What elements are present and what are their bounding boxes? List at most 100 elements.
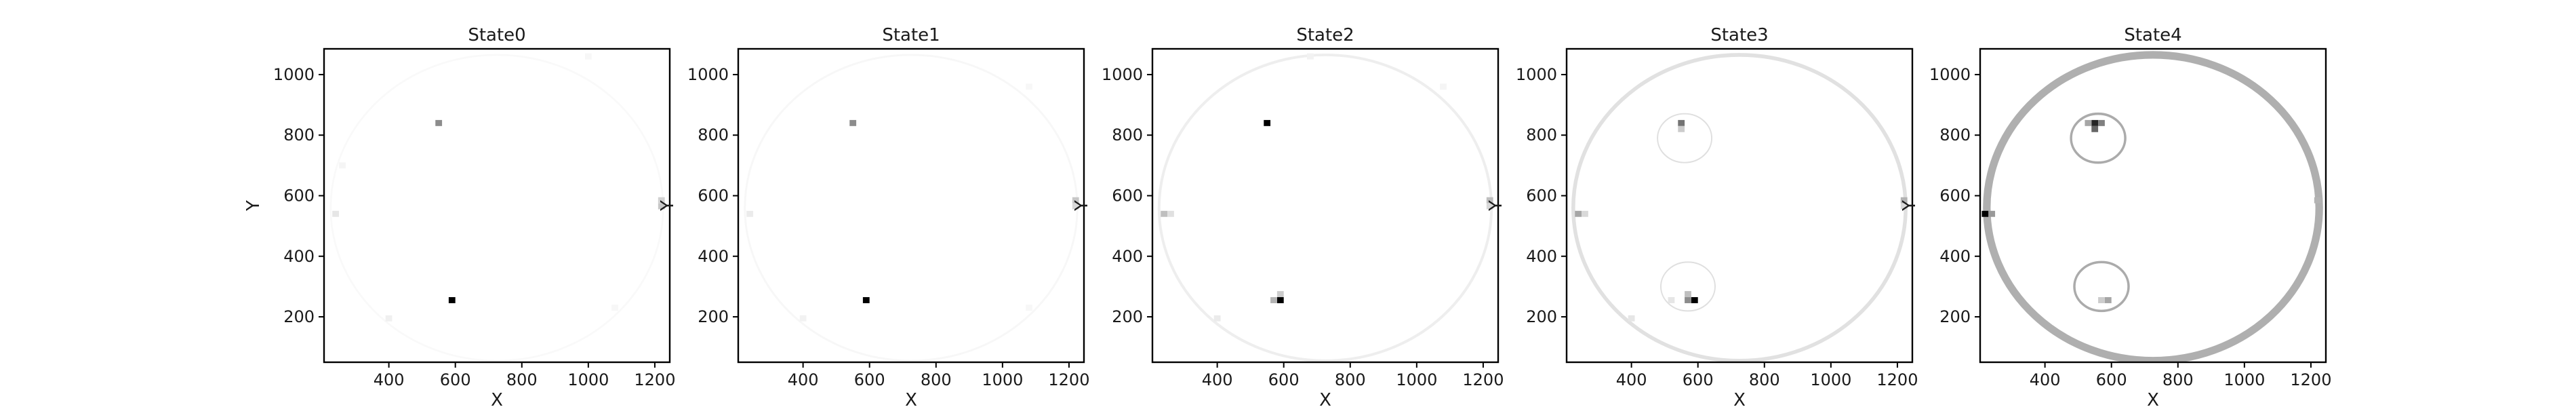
heat-cell — [849, 119, 857, 126]
panel-title: State1 — [882, 25, 940, 45]
y-tick-label: 400 — [698, 247, 729, 266]
axes-frame — [323, 47, 671, 364]
y-axis-label: Y — [1072, 200, 1092, 212]
y-tick-label: 600 — [1112, 186, 1143, 205]
panel-title: State4 — [2124, 25, 2181, 45]
swirl-upper — [2070, 112, 2127, 164]
x-tick-label: 1000 — [982, 370, 1023, 389]
heat-cell — [1276, 291, 1284, 298]
heat-cell — [2091, 119, 2099, 126]
heat-cell — [2314, 197, 2321, 204]
heat-cell — [1678, 119, 1685, 126]
x-tick-label: 1200 — [1462, 370, 1504, 389]
heat-cell — [862, 297, 870, 303]
y-tick-label: 1000 — [1516, 65, 1557, 84]
heat-cell — [1486, 203, 1493, 210]
heat-cell — [435, 119, 443, 126]
swirl-upper — [1657, 113, 1713, 163]
y-tick-label: 200 — [283, 307, 315, 326]
x-tick-label: 1000 — [2223, 370, 2265, 389]
ring-density — [329, 54, 664, 362]
heat-cell — [1981, 210, 1989, 217]
heat-cell — [1026, 305, 1032, 311]
heat-cell — [1685, 291, 1691, 298]
x-axis-label: X — [2147, 390, 2159, 407]
y-tick-label: 400 — [1112, 247, 1143, 266]
plot-area — [1981, 51, 2323, 362]
heat-cell — [2104, 297, 2112, 303]
heat-cell — [1691, 297, 1698, 303]
heat-cell — [1072, 197, 1079, 204]
swirl-lower — [2073, 260, 2130, 313]
y-tick-label: 800 — [283, 125, 315, 144]
x-tick-label: 800 — [1749, 370, 1780, 389]
y-tick-label: 400 — [1939, 247, 1971, 266]
x-tick-label: 600 — [1683, 370, 1714, 389]
heat-cell — [1685, 297, 1691, 303]
ring-density — [1983, 51, 2323, 362]
heat-cell — [1575, 210, 1582, 217]
axes-frame — [1565, 47, 1914, 364]
y-tick-label: 1000 — [1102, 65, 1143, 84]
plot-area — [1157, 53, 1493, 362]
heat-cell — [332, 210, 340, 217]
x-axis-label: X — [491, 390, 503, 407]
heat-cell — [2091, 125, 2099, 132]
axes-frame — [1979, 47, 2327, 364]
y-tick-label: 800 — [698, 125, 729, 144]
x-axis-label: X — [1319, 390, 1331, 407]
ring-density — [1157, 53, 1493, 362]
x-tick-label: 400 — [788, 370, 819, 389]
heat-cell — [658, 203, 665, 210]
x-tick-label: 1200 — [1876, 370, 1918, 389]
heat-cell — [1167, 210, 1174, 217]
y-tick-label: 400 — [1526, 247, 1557, 266]
x-tick-label: 400 — [374, 370, 405, 389]
panel-title: State0 — [468, 25, 525, 45]
y-tick-label: 600 — [698, 186, 729, 205]
heat-cell — [1678, 125, 1685, 132]
y-tick-label: 600 — [1526, 186, 1557, 205]
ring-density — [744, 54, 1079, 362]
panel-title: State3 — [1710, 25, 1768, 45]
heat-cell — [2085, 119, 2092, 126]
x-tick-label: 800 — [1335, 370, 1366, 389]
heat-cell — [2098, 297, 2105, 303]
y-tick-label: 200 — [1526, 307, 1557, 326]
y-axis-label: Y — [658, 200, 678, 212]
panel-State4: State4 400 600 800 1000 1200 200 400 600 800 1000 X… — [1899, 25, 2331, 407]
y-tick-label: 600 — [283, 186, 315, 205]
heat-cell — [1486, 197, 1493, 204]
axes-frame — [1151, 47, 1500, 364]
swirl-lower — [1660, 261, 1716, 312]
y-tick-label: 800 — [1526, 125, 1557, 144]
plot-area — [744, 54, 1079, 362]
plot-area — [329, 53, 665, 362]
panel-State1: State1 400 600 800 1000 1200 200 400 600 800 1000 X… — [658, 25, 1089, 407]
y-tick-label: 800 — [1939, 125, 1971, 144]
x-tick-label: 600 — [2096, 370, 2127, 389]
heat-cell — [1440, 83, 1447, 90]
y-tick-label: 1000 — [687, 65, 729, 84]
x-tick-label: 600 — [1268, 370, 1300, 389]
heat-cell — [2098, 119, 2105, 126]
y-tick-label: 1000 — [273, 65, 315, 84]
x-tick-label: 1000 — [1810, 370, 1851, 389]
heat-cell — [1582, 210, 1588, 217]
x-tick-label: 400 — [1202, 370, 1233, 389]
heat-cell — [799, 315, 807, 322]
heat-cell — [1072, 203, 1079, 210]
heat-cell — [385, 315, 393, 322]
heat-cell — [1213, 315, 1221, 322]
x-tick-label: 1200 — [634, 370, 675, 389]
y-tick-label: 200 — [1939, 307, 1971, 326]
y-tick-label: 200 — [1112, 307, 1143, 326]
plot-area — [1571, 53, 1908, 362]
x-tick-label: 400 — [2030, 370, 2061, 389]
heat-cell — [1628, 315, 1635, 322]
x-tick-label: 1200 — [1048, 370, 1089, 389]
heat-cell — [746, 210, 754, 217]
x-tick-label: 400 — [1616, 370, 1647, 389]
y-axis-label: Y — [1486, 200, 1506, 212]
x-tick-label: 800 — [506, 370, 538, 389]
